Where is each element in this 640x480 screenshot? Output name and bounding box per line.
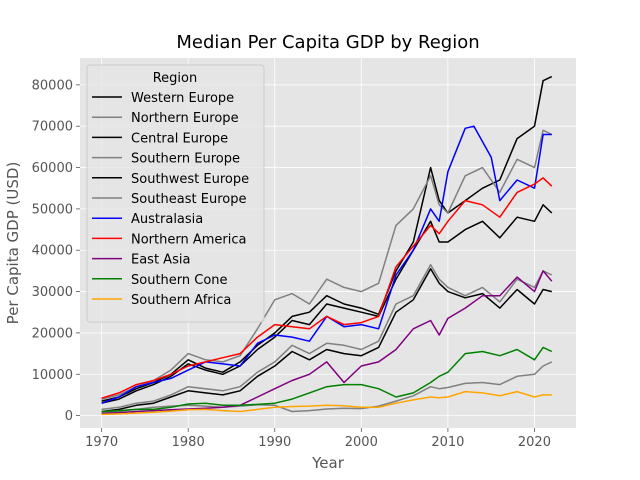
legend-entries: Western Europe Northern Europe Central Eur… [92,91,249,308]
legend-entry: Southern Europe [92,152,240,167]
chart-title: Median Per Capita GDP by Region [176,32,479,53]
x-axis-ticks: 1970 1980 1990 2000 2010 2020 [85,428,551,450]
legend-label: Western Europe [131,91,234,106]
y-tick-label: 60000 [32,161,73,176]
legend-label: Northern America [131,232,246,247]
series-line-northern-europe [101,129,553,400]
series-line-southern-africa [101,390,552,416]
x-tick-label: 2000 [345,435,378,450]
y-tick-label: 40000 [32,244,73,259]
legend-entry: East Asia [92,253,190,268]
y-tick-label: 70000 [32,120,73,135]
legend-entry: Northern Europe [92,111,239,126]
legend-entry: Southern Cone [92,273,228,288]
legend-entry: Southeast Europe [92,192,246,207]
legend-label: Southeast Europe [131,192,246,207]
x-tick-label: 2020 [518,435,551,450]
legend-label: Southwest Europe [131,172,249,187]
legend-entry: Southern Africa [92,293,231,308]
legend-entry: Southwest Europe [92,172,249,187]
legend-label: Central Europe [131,131,228,146]
y-axis-ticks: 0 10000 20000 30000 40000 50000 60000 70000 8000… [32,78,80,424]
series-line-southern-cone [101,346,553,413]
legend: Region Western Europe Northern Europe Cent… [86,64,265,323]
x-tick-label: 1970 [85,435,118,450]
series-line-southern-europe [101,263,553,411]
legend-entry: Northern America [92,232,246,247]
y-tick-label: 30000 [32,285,73,300]
legend-label: Northern Europe [131,111,239,126]
x-tick-label: 2010 [431,435,464,450]
legend-label: Southern Europe [131,152,240,167]
y-axis-label: Per Capita GDP (USD) [4,162,22,325]
legend-label: Southern Cone [131,273,228,288]
y-tick-label: 80000 [32,78,73,93]
series-line-northern-america [101,177,553,399]
x-tick-label: 1980 [172,435,205,450]
legend-title: Region [153,71,198,86]
y-tick-label: 0 [65,409,73,424]
series-line-southwest-europe [101,268,552,413]
y-tick-label: 20000 [32,326,73,341]
series-lines [101,75,553,416]
series-line-australasia [101,125,552,404]
legend-label: Australasia [131,212,203,227]
legend-entry: Western Europe [92,91,234,106]
y-tick-label: 10000 [32,368,73,383]
legend-label: Southern Africa [131,293,231,308]
y-tick-label: 50000 [32,202,73,217]
legend-label: East Asia [131,253,190,268]
legend-box [86,64,265,323]
x-axis-label: Year [311,454,345,472]
legend-entry: Australasia [92,212,203,227]
legend-entry: Central Europe [92,131,228,146]
series-line-east-asia [101,270,553,415]
x-tick-label: 1990 [258,435,291,450]
series-line-western-europe [101,75,553,402]
